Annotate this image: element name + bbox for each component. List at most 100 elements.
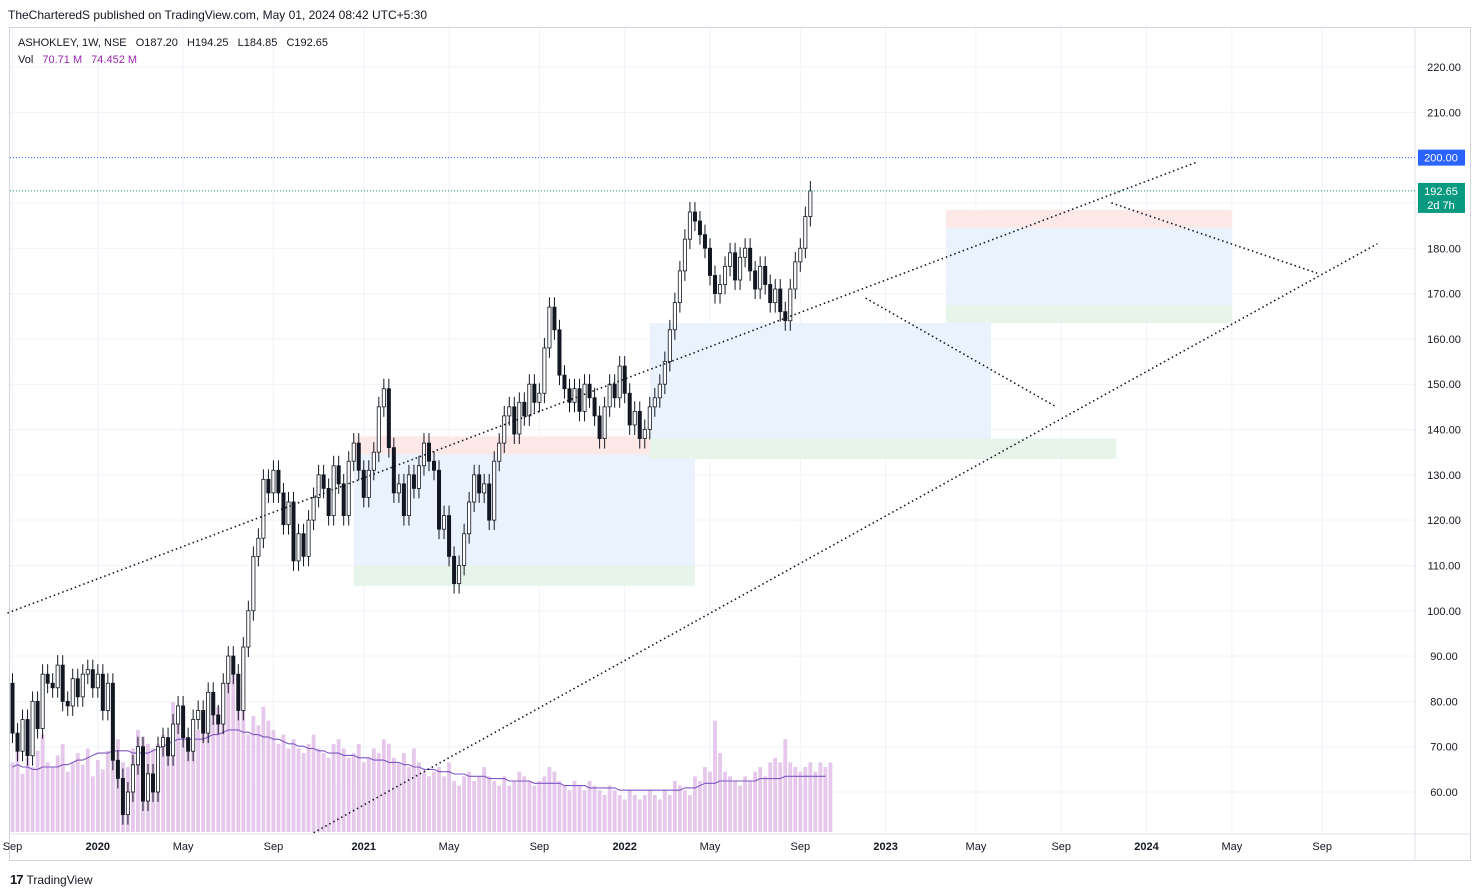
candle <box>316 464 321 508</box>
candle-body <box>667 329 672 362</box>
volume-bar <box>75 753 80 832</box>
volume-bar <box>642 794 647 832</box>
volume-bar <box>783 739 788 832</box>
candle <box>145 763 150 812</box>
volume-bar <box>562 785 567 832</box>
volume-bar <box>682 790 687 832</box>
candle-body <box>416 465 421 489</box>
candle-body <box>522 401 527 417</box>
candle <box>386 378 391 458</box>
candle <box>140 736 145 812</box>
candle <box>562 365 567 399</box>
volume-bar <box>346 757 351 832</box>
x-tick-label: 2021 <box>352 841 376 853</box>
candle <box>492 451 497 531</box>
volume-bar <box>50 767 55 832</box>
candle <box>411 464 416 499</box>
volume-bar <box>662 790 667 832</box>
candle <box>261 469 266 549</box>
chart-frame[interactable] <box>9 27 1471 861</box>
candle-body <box>682 238 687 272</box>
candle-body <box>788 288 793 322</box>
candle-body <box>723 265 728 285</box>
volume-bar <box>326 757 331 832</box>
candle <box>517 392 522 444</box>
candle <box>331 455 336 526</box>
candle <box>166 727 171 766</box>
volume-bar <box>743 776 748 832</box>
volume-bar <box>311 734 316 832</box>
volume-bar <box>276 743 281 832</box>
candle <box>130 754 135 802</box>
legend-vol-value: 70.71 M <box>42 54 83 66</box>
candle <box>602 396 607 449</box>
candle-body <box>226 655 231 684</box>
candle-body <box>100 673 105 711</box>
volume-bar <box>301 753 306 832</box>
candle-body <box>602 406 607 439</box>
candle <box>773 279 778 313</box>
candle <box>713 265 718 304</box>
candle <box>95 664 100 698</box>
candle <box>592 387 597 426</box>
volume-bar <box>823 767 828 832</box>
candle <box>627 383 632 435</box>
volume-bar <box>90 776 95 832</box>
volume-bar <box>572 780 577 832</box>
candle-body <box>557 329 562 376</box>
legend-close: C192.65 <box>286 37 329 49</box>
candle <box>376 396 381 463</box>
candle <box>286 492 291 535</box>
volume-bar <box>542 776 547 832</box>
y-tick-label: 100.00 <box>1427 606 1461 618</box>
candle <box>622 356 627 404</box>
candle-body <box>366 469 371 498</box>
volume-bar <box>522 776 527 832</box>
volume-bar <box>55 755 60 832</box>
price-zone <box>353 565 695 586</box>
candle <box>406 464 411 526</box>
legend-symbol: ASHOKLEY, 1W, NSE <box>18 37 127 49</box>
volume-bar <box>306 743 311 832</box>
x-tick-label: May <box>700 841 721 853</box>
volume-bar <box>718 753 722 832</box>
volume-bar <box>427 776 431 832</box>
volume-bar <box>161 734 165 832</box>
volume-bar <box>507 785 512 832</box>
volume-bar <box>186 743 191 832</box>
volume-bar <box>532 785 537 832</box>
candle-body <box>672 302 677 331</box>
volume-bar <box>176 720 181 832</box>
candle-body <box>718 284 723 294</box>
candle <box>75 668 80 707</box>
trend-line <box>313 243 1378 834</box>
volume-bar <box>457 785 462 832</box>
candle-body <box>401 483 406 516</box>
candle-body <box>130 764 135 793</box>
candle <box>758 256 763 299</box>
volume-bar <box>201 711 206 832</box>
x-tick-label: 2020 <box>86 841 110 853</box>
candle <box>196 700 201 730</box>
volume-bar <box>577 785 582 832</box>
candle-body <box>140 746 145 802</box>
candle <box>687 202 692 250</box>
x-tick-label: Sep <box>3 841 23 853</box>
volume-bar <box>818 762 823 832</box>
volume-bar <box>226 664 231 832</box>
volume-bar <box>703 767 707 832</box>
candle <box>311 487 316 531</box>
candle <box>637 401 642 449</box>
volume-bar <box>808 762 813 832</box>
candle-body <box>803 216 808 249</box>
tradingview-footer[interactable]: 17 TradingView <box>10 872 93 887</box>
volume-bar <box>753 771 758 832</box>
legend-low: L184.85 <box>237 37 278 49</box>
candle-body <box>115 759 120 779</box>
candle-body <box>161 737 166 748</box>
price-zone <box>945 227 1232 305</box>
candle-body <box>532 383 537 403</box>
volume-bar <box>80 764 85 832</box>
candle-body <box>562 374 567 390</box>
